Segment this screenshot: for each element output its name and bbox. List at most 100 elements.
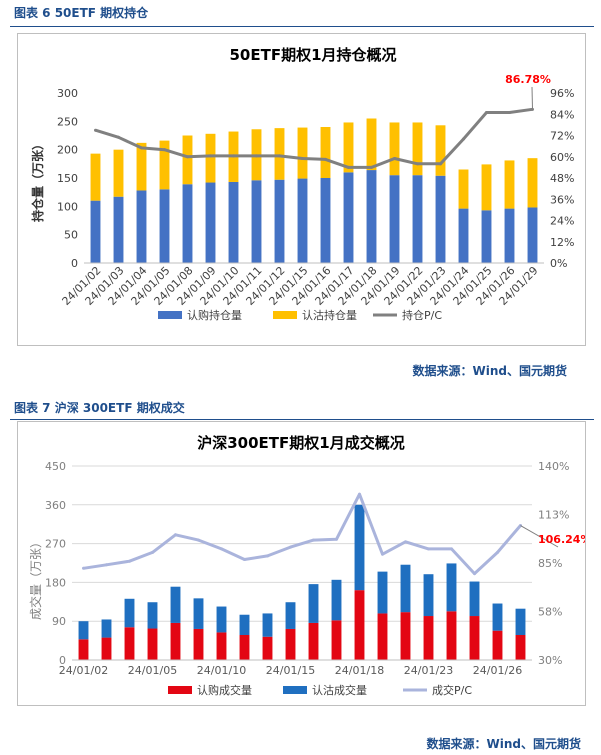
bar-call [389,175,400,263]
bar-call [481,210,492,263]
bar-put [458,169,469,209]
figure6-heading: 图表 6 50ETF 期权持仓 [14,6,149,20]
bar-put [262,613,273,637]
x-tick-label: 24/01/02 [59,664,108,677]
bar-call [182,184,193,263]
y-tick-label: 270 [45,538,66,551]
bar-call [458,208,469,263]
y-tick-label: 150 [57,172,78,185]
pc-ratio-point [117,135,120,139]
bar-put [389,122,400,176]
bar-put [170,586,181,623]
y-tick-label: 360 [45,499,66,512]
chart-title: 50ETF期权1月持仓概况 [229,46,396,64]
bar-call [205,182,216,263]
bar-call [78,639,89,660]
y-axis-label: 成交量（万张） [28,536,43,620]
pc-ratio-point [266,554,269,558]
bar-put [527,158,538,208]
y-tick-label: 100 [57,200,78,213]
legend-swatch [283,686,307,694]
bar-put [90,153,101,201]
y-tick-label: 180 [45,576,66,589]
bar-put [320,127,331,178]
y2-tick-label: 30% [538,654,562,667]
y2-tick-label: 48% [550,172,574,185]
pc-ratio-point [485,110,488,114]
y2-tick-label: 58% [538,606,562,619]
figure6-rule [10,26,594,27]
y2-tick-label: 96% [550,87,574,100]
x-tick-label: 24/01/10 [197,664,246,677]
pc-ratio-point [186,155,189,159]
bar-put [205,133,216,183]
bar-call [515,634,526,660]
bar-call [239,634,250,660]
pc-ratio-point [82,566,85,570]
bar-put [423,574,434,617]
bar-call [101,637,112,660]
bar-call [124,627,135,660]
pc-ratio-line [95,107,533,169]
bar-call [354,590,365,660]
bar-call [193,628,204,660]
bar-call [297,178,308,263]
pc-ratio-point [209,154,212,158]
pc-ratio-point [278,154,281,158]
bar-put [435,125,446,176]
bar-put [366,118,377,171]
bar-put [492,603,503,631]
bar-put [239,614,250,635]
pc-ratio-point [335,537,338,541]
bar-put [446,563,457,612]
pc-ratio-point [496,550,499,554]
bar-call [90,200,101,263]
pc-ratio-point [508,110,511,114]
y2-tick-label: 85% [538,557,562,570]
bar-call [147,628,158,660]
figure7-heading: 图表 7 沪深 300ETF 期权成交 [14,401,185,415]
y-tick-label: 90 [52,615,66,628]
legend-label: 认购持仓量 [187,308,242,322]
bar-put [504,160,515,209]
legend-label: 成交P/C [432,683,472,697]
bar-call [446,611,457,660]
pc-ratio-point [370,165,373,169]
pc-ratio-point [140,146,143,150]
chart-50etf-open-interest: 50ETF期权1月持仓概况 持仓量（万张） 86.78% 0 50 100 150 20… [30,46,574,322]
bar-call [366,170,377,263]
x-tick-label: 24/01/05 [128,664,177,677]
bar-call [331,620,342,660]
bar-put [193,598,204,629]
pc-ratio-point [301,157,304,161]
pc-ratio-point [243,557,246,561]
pc-ratio-point [416,162,419,166]
bar-call [170,622,181,660]
bar-put [159,140,170,190]
pc-ratio-point [462,137,465,141]
bar-call [113,196,124,263]
bar-call [136,190,147,263]
figure7-rule [10,419,594,420]
bar-put [113,149,124,197]
bar-call [412,175,423,263]
chart-title: 沪深300ETF期权1月成交概况 [197,434,404,452]
bar-put [101,619,112,638]
pc-ratio-point [105,563,108,567]
bar-call [262,636,273,660]
y-tick-label: 0 [59,654,66,667]
bar-call [492,630,503,660]
bar-put [136,142,147,191]
x-tick-label: 24/01/23 [404,664,453,677]
bar-call [216,632,227,660]
bar-put [274,128,285,180]
figure7-source: 数据来源：Wind、国元期货 [426,737,581,751]
annotation-leader [531,86,533,110]
y2-tick-label: 140% [538,460,569,473]
y-tick-label: 0 [71,257,78,270]
bar-put [354,504,365,591]
pc-ratio-point [197,538,200,542]
legend-swatch [168,686,192,694]
pc-ratio-point [220,547,223,551]
pc-ratio-point [381,552,384,556]
